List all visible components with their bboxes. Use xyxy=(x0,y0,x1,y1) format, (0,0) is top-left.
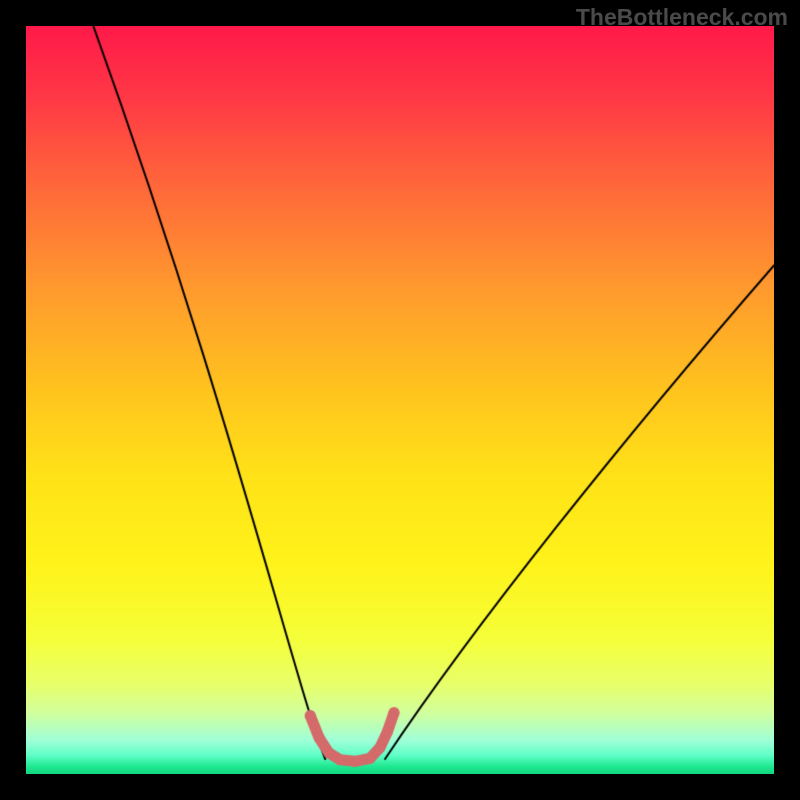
plot-area xyxy=(26,26,774,774)
chart-root: TheBottleneck.com xyxy=(0,0,800,800)
plot-canvas xyxy=(26,26,774,774)
